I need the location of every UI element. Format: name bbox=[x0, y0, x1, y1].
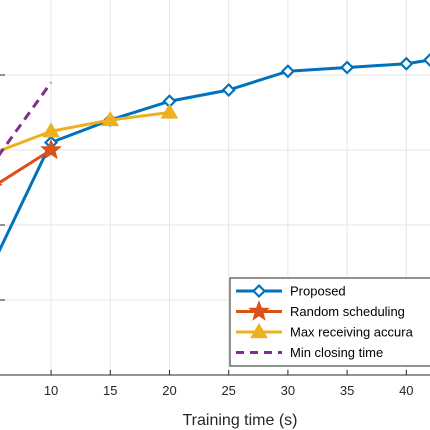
legend-entry: Min closing time bbox=[236, 345, 383, 360]
series-2 bbox=[0, 138, 62, 187]
x-tick-label: 10 bbox=[44, 383, 58, 398]
data-point bbox=[399, 56, 414, 71]
data-point bbox=[251, 283, 267, 299]
legend-entry: Random scheduling bbox=[236, 300, 405, 321]
x-tick-label: 30 bbox=[281, 383, 295, 398]
legend-label: Random scheduling bbox=[290, 304, 405, 319]
data-point bbox=[340, 60, 355, 75]
legend: Proposed Random scheduling Max receiving a… bbox=[229, 277, 430, 367]
data-point bbox=[42, 122, 60, 138]
legend-label: Max receiving accura bbox=[290, 325, 414, 340]
legend-entry: Proposed bbox=[236, 284, 346, 299]
x-tick-label: 15 bbox=[103, 383, 117, 398]
grid bbox=[0, 0, 430, 375]
series-line bbox=[0, 148, 52, 185]
x-tick-label: 35 bbox=[340, 383, 354, 398]
legend-label: Min closing time bbox=[290, 345, 383, 360]
data-point bbox=[422, 52, 430, 68]
data-point bbox=[101, 111, 120, 127]
tick-labels: 510152025303540 bbox=[44, 383, 414, 398]
data-point bbox=[160, 103, 179, 119]
data-point bbox=[280, 64, 295, 79]
data-point bbox=[40, 138, 62, 160]
data-point bbox=[0, 183, 3, 187]
data-point bbox=[250, 323, 268, 339]
x-tick-label: 25 bbox=[221, 383, 235, 398]
legend-label: Proposed bbox=[290, 284, 346, 299]
x-tick-label: 40 bbox=[399, 383, 413, 398]
x-axis-label: Training time (s) bbox=[183, 412, 298, 429]
x-tick-label: 20 bbox=[162, 383, 176, 398]
series-line bbox=[0, 58, 430, 253]
legend-entry: Max receiving accura bbox=[236, 323, 414, 340]
data-point bbox=[248, 300, 270, 321]
data-point bbox=[221, 82, 236, 98]
series-3 bbox=[0, 103, 179, 160]
series-layer bbox=[0, 52, 430, 253]
